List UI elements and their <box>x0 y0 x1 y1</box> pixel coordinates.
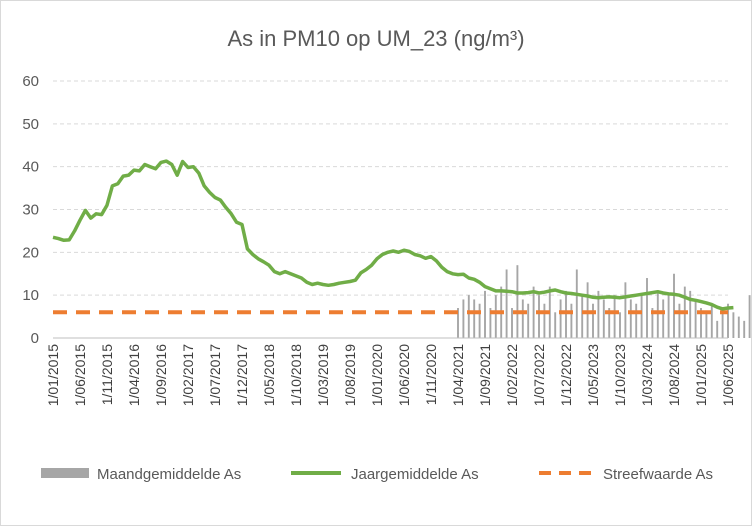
x-tick-label: 1/12/2017 <box>234 344 250 406</box>
monthly-bar <box>635 303 638 338</box>
monthly-bar <box>575 269 578 338</box>
monthly-bar <box>559 299 562 338</box>
legend: Maandgemiddelde As Jaargemiddelde As Str… <box>41 466 713 483</box>
monthly-bar <box>473 299 476 338</box>
y-tick-label: 20 <box>22 244 39 261</box>
monthly-bar <box>667 295 670 338</box>
monthly-bar <box>511 308 513 338</box>
monthly-bar <box>727 303 729 338</box>
monthly-bar <box>721 308 724 338</box>
x-tick-label: 1/09/2021 <box>477 344 493 406</box>
x-tick-label: 1/10/2023 <box>612 344 628 406</box>
x-tick-label: 1/07/2017 <box>207 344 223 406</box>
y-tick-label: 10 <box>22 287 39 304</box>
monthly-bar <box>484 290 486 338</box>
monthly-bar <box>527 303 530 338</box>
monthly-bar <box>651 308 654 338</box>
monthly-bar <box>673 273 675 338</box>
x-tick-label: 1/01/2020 <box>369 344 385 406</box>
monthly-bar <box>710 303 713 338</box>
legend-label-monthly: Maandgemiddelde As <box>97 466 241 483</box>
monthly-bar <box>467 295 470 338</box>
x-tick-label: 1/11/2015 <box>99 344 115 405</box>
monthly-bars <box>457 265 751 338</box>
monthly-bar <box>543 303 546 338</box>
y-tick-label: 50 <box>22 116 39 133</box>
monthly-bar <box>602 299 605 338</box>
monthly-bar <box>613 295 616 338</box>
x-tick-label: 1/04/2016 <box>126 344 142 406</box>
monthly-bar <box>581 295 584 338</box>
monthly-bar <box>516 265 519 338</box>
y-tick-label: 40 <box>22 159 39 176</box>
monthly-bar <box>737 316 740 338</box>
monthly-bar <box>494 295 497 338</box>
x-axis-ticks: 1/01/2015 1/06/2015 1/11/2015 1/04/2016 1/09… <box>45 344 736 407</box>
gridlines <box>53 80 728 296</box>
monthly-bar <box>597 290 600 338</box>
monthly-bar <box>505 269 508 338</box>
monthly-bar <box>532 286 535 338</box>
monthly-bar <box>743 320 746 338</box>
monthly-bar <box>646 278 648 338</box>
x-tick-label: 1/04/2021 <box>450 344 466 406</box>
x-tick-label: 1/10/2018 <box>288 344 304 406</box>
x-tick-label: 1/03/2024 <box>639 344 655 406</box>
monthly-bar <box>457 308 459 338</box>
monthly-bar <box>716 320 719 338</box>
monthly-bar <box>629 299 632 338</box>
x-tick-label: 1/12/2022 <box>558 344 574 406</box>
x-tick-label: 1/09/2016 <box>153 344 169 406</box>
annual-average-line <box>52 159 734 311</box>
monthly-bar <box>689 290 692 338</box>
y-axis-ticks: 0 10 20 30 40 50 60 <box>22 73 39 347</box>
monthly-bar <box>570 303 573 338</box>
x-tick-label: 1/01/2015 <box>45 344 61 406</box>
x-tick-label: 1/07/2022 <box>531 344 547 406</box>
monthly-bar <box>608 308 611 338</box>
monthly-bar <box>700 308 702 338</box>
monthly-bar <box>748 295 751 338</box>
x-tick-label: 1/03/2019 <box>315 344 331 406</box>
monthly-bar <box>640 295 643 338</box>
legend-label-target: Streefwaarde As <box>603 466 713 483</box>
monthly-bar <box>619 312 621 338</box>
y-tick-label: 60 <box>22 73 39 90</box>
monthly-bar <box>462 299 465 338</box>
x-tick-label: 1/02/2017 <box>180 344 196 406</box>
monthly-bar <box>678 303 681 338</box>
x-tick-label: 1/05/2018 <box>261 344 277 406</box>
monthly-bar <box>694 299 697 338</box>
x-tick-label: 1/01/2025 <box>693 344 709 406</box>
x-tick-label: 1/06/2025 <box>720 344 736 406</box>
monthly-bar <box>624 282 627 338</box>
x-tick-label: 1/06/2015 <box>72 344 88 406</box>
monthly-bar <box>732 312 735 338</box>
y-tick-label: 30 <box>22 202 39 219</box>
annual-line-layer <box>52 159 734 311</box>
monthly-bar <box>521 299 524 338</box>
monthly-bar <box>656 290 659 338</box>
y-tick-label: 0 <box>31 330 39 347</box>
monthly-bar <box>662 299 665 338</box>
monthly-bar <box>538 295 540 338</box>
monthly-bar <box>592 303 594 338</box>
x-tick-label: 1/05/2023 <box>585 344 601 406</box>
chart-title: As in PM10 op UM_23 (ng/m³) <box>227 26 524 51</box>
x-tick-label: 1/08/2019 <box>342 344 358 406</box>
x-tick-label: 1/08/2024 <box>666 344 682 406</box>
legend-label-annual: Jaargemiddelde As <box>351 466 479 483</box>
monthly-bar <box>489 308 492 338</box>
x-tick-label: 1/06/2020 <box>396 344 412 406</box>
monthly-bar <box>705 312 708 338</box>
legend-swatch-monthly <box>41 468 89 478</box>
monthly-bar <box>586 282 589 338</box>
monthly-bar <box>565 290 567 338</box>
x-tick-label: 1/02/2022 <box>504 344 520 406</box>
x-tick-label: 1/11/2020 <box>423 344 439 405</box>
monthly-bar <box>554 312 557 338</box>
monthly-bar <box>478 303 481 338</box>
